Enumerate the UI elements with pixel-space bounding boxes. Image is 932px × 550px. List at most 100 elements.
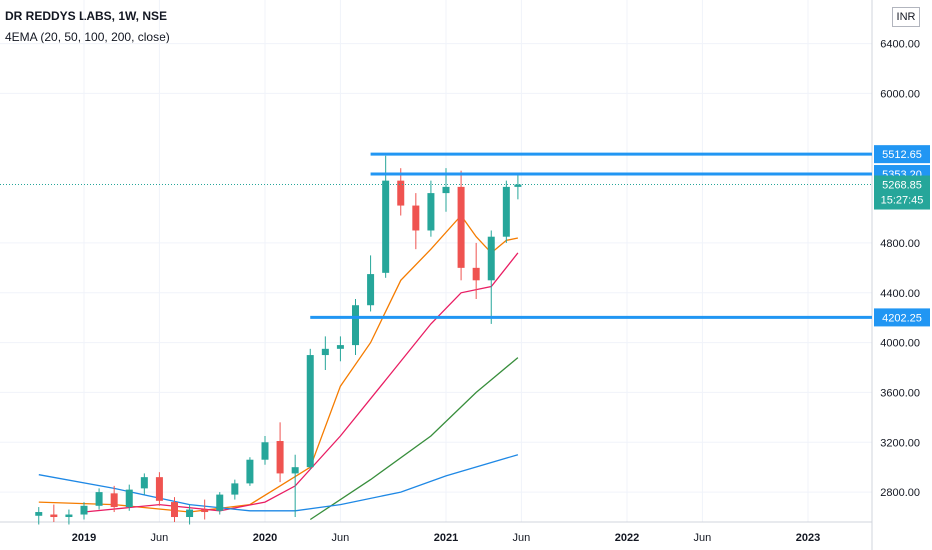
candle xyxy=(382,155,390,278)
y-tick-label: 4000.00 xyxy=(880,338,920,350)
ema-100-line xyxy=(309,357,519,521)
x-tick-label: 2020 xyxy=(253,532,277,544)
bar-countdown-label: 15:27:45 xyxy=(881,195,924,207)
candle-body xyxy=(186,509,194,518)
candle-body xyxy=(291,467,299,474)
candle-body xyxy=(80,505,88,515)
candle xyxy=(216,492,224,515)
candle-body xyxy=(276,441,284,474)
x-tick-label: 2022 xyxy=(615,532,639,544)
currency-badge[interactable]: INR xyxy=(892,7,920,27)
candle xyxy=(80,502,88,520)
y-tick-label: 4800.00 xyxy=(880,238,920,250)
y-axis-ticks: 2800.00 3200.00 3600.00 4000.00 4400.00 4800.… xyxy=(880,0,920,499)
y-tick-label: 3200.00 xyxy=(880,437,920,449)
candle-body xyxy=(246,459,254,484)
candle xyxy=(306,348,314,470)
symbol-title: DR REDDYS LABS, 1W, NSE xyxy=(5,9,168,23)
x-tick-label: Jun xyxy=(151,532,169,544)
candle xyxy=(352,298,359,356)
candle xyxy=(65,509,73,525)
y-tick-label: 6000.00 xyxy=(880,88,920,100)
candles xyxy=(35,155,522,525)
candle-body xyxy=(110,493,118,508)
level-price-tag xyxy=(874,308,930,327)
candle xyxy=(321,336,329,371)
candle xyxy=(231,479,239,500)
x-tick-label: 2023 xyxy=(796,532,820,544)
candle xyxy=(397,168,405,216)
candle xyxy=(50,504,58,522)
candle-body xyxy=(155,477,163,501)
candle-body xyxy=(140,477,148,489)
candle-body xyxy=(336,345,344,349)
x-tick-label: Jun xyxy=(513,532,531,544)
candle-body xyxy=(382,180,390,273)
ema-lines xyxy=(38,214,519,521)
candle-body xyxy=(472,267,480,281)
candle-body xyxy=(35,512,43,516)
x-tick-label: Jun xyxy=(694,532,712,544)
candle-body xyxy=(306,355,314,468)
last-price-label: 5268.85 xyxy=(882,180,922,192)
candle xyxy=(171,497,178,522)
candle xyxy=(514,173,522,200)
candle-body xyxy=(514,184,522,187)
level-price-tag xyxy=(874,145,930,164)
candle xyxy=(336,336,344,362)
candle xyxy=(155,472,163,506)
candle xyxy=(110,485,118,513)
candle-body xyxy=(231,483,239,495)
x-tick-label: 2019 xyxy=(72,532,96,544)
candle-body xyxy=(171,502,178,518)
x-tick-label: Jun xyxy=(332,532,350,544)
candle xyxy=(246,457,254,486)
candle xyxy=(487,230,495,324)
candle xyxy=(412,193,420,250)
candle-body xyxy=(442,186,450,194)
candle xyxy=(427,180,435,237)
candle xyxy=(140,473,148,495)
candle xyxy=(186,504,194,525)
candle-body xyxy=(201,509,209,513)
candle-body xyxy=(261,442,269,460)
candle xyxy=(201,499,209,520)
candle xyxy=(502,180,510,243)
y-tick-label: 3600.00 xyxy=(880,387,920,399)
ema-50-line xyxy=(83,252,519,513)
candle-body xyxy=(397,180,405,206)
y-tick-label: 2800.00 xyxy=(880,487,920,499)
candle-body xyxy=(427,193,435,231)
candle xyxy=(457,170,465,281)
candle-body xyxy=(352,305,359,346)
candle-body xyxy=(367,274,375,306)
y-tick-label: 4400.00 xyxy=(880,288,920,300)
indicator-legend[interactable]: 4EMA (20, 50, 100, 200, close) xyxy=(5,30,170,44)
candle xyxy=(261,436,269,465)
candle-body xyxy=(412,205,420,231)
candle xyxy=(472,242,480,299)
candle xyxy=(276,422,284,483)
x-axis-ticks: 2019 Jun 2020 Jun 2021 Jun 2022 Jun 2023 xyxy=(72,532,820,544)
candle-body xyxy=(125,489,133,508)
candle xyxy=(291,454,299,518)
candle xyxy=(95,488,103,510)
candle-body xyxy=(50,514,58,518)
y-tick-label: 6400.00 xyxy=(880,39,920,51)
y-tick-label: 68 xyxy=(886,0,898,1)
candle-body xyxy=(321,348,329,356)
x-tick-label: 2021 xyxy=(434,532,458,544)
candle xyxy=(125,484,133,511)
last-price-tag xyxy=(874,175,930,210)
grid xyxy=(0,0,872,522)
level-price-label: 5512.65 xyxy=(882,149,922,161)
candle xyxy=(35,507,43,525)
candle-body xyxy=(502,186,510,237)
candle-body xyxy=(65,514,73,518)
candle-body xyxy=(487,236,495,281)
candle-body xyxy=(95,492,103,506)
level-price-label: 4202.25 xyxy=(882,312,922,324)
candle-body xyxy=(457,186,465,268)
